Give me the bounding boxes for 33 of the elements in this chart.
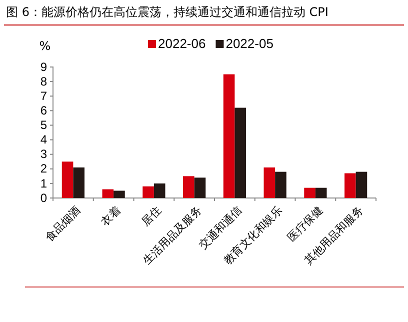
bar bbox=[344, 173, 356, 198]
x-tick-label: 食品烟酒 bbox=[42, 204, 84, 244]
bar bbox=[183, 176, 194, 198]
bar bbox=[264, 167, 276, 198]
bar bbox=[102, 189, 114, 198]
x-tick-label: 衣着 bbox=[98, 204, 124, 228]
bar bbox=[304, 188, 316, 198]
y-tick-label: 8 bbox=[40, 74, 48, 88]
y-tick-label: 6 bbox=[40, 104, 48, 118]
y-tick-label: 0 bbox=[40, 190, 48, 205]
bar bbox=[234, 108, 246, 198]
y-tick-label: 7 bbox=[40, 88, 48, 103]
bar bbox=[62, 162, 74, 198]
y-tick-label: 2 bbox=[40, 162, 48, 176]
legend-label: 2022-06 bbox=[158, 36, 206, 51]
bar bbox=[142, 186, 154, 198]
x-tick-label: 居住 bbox=[139, 204, 164, 228]
bar bbox=[194, 178, 206, 198]
chart-title: 图 6：能源价格仍在高位震荡，持续通过交通和通信拉动 CPI bbox=[6, 5, 328, 19]
y-tick-label: 9 bbox=[40, 60, 48, 74]
y-tick-label: 1 bbox=[40, 176, 48, 190]
bar bbox=[154, 183, 166, 198]
bar bbox=[275, 172, 286, 198]
y-tick-label: 5 bbox=[40, 118, 48, 132]
y-tick-label: 3 bbox=[40, 147, 48, 162]
bar bbox=[73, 167, 84, 198]
bar bbox=[223, 74, 235, 198]
y-tick-label: 4 bbox=[40, 132, 48, 147]
legend-label: 2022-05 bbox=[226, 36, 274, 51]
y-axis-title: % bbox=[39, 39, 51, 53]
bar bbox=[315, 188, 327, 198]
bar bbox=[356, 172, 368, 198]
bar bbox=[114, 190, 125, 198]
